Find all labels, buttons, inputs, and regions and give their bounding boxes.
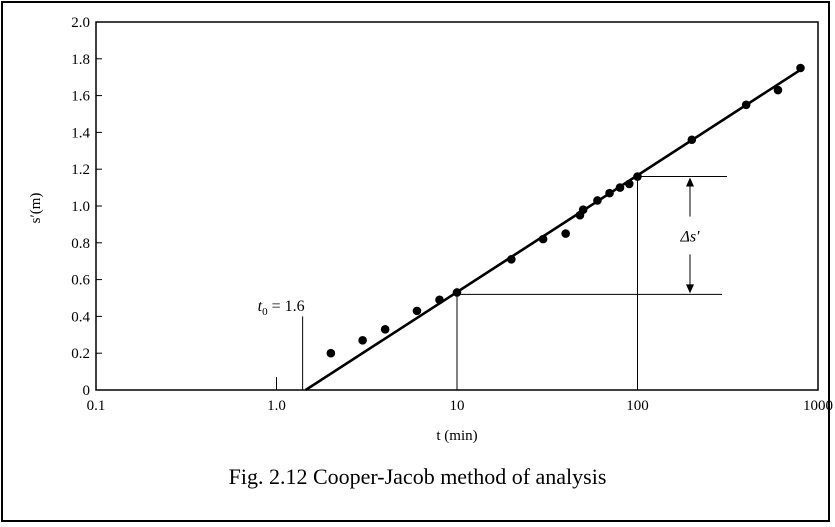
data-point: [741, 100, 751, 110]
x-tick-label: 1.0: [267, 398, 286, 414]
data-point: [561, 229, 570, 238]
data-point: [435, 295, 444, 305]
data-point: [687, 135, 697, 145]
data-point: [578, 205, 588, 214]
data-point: [593, 196, 602, 205]
x-tick-label: 1000: [803, 398, 833, 414]
x-tick-label: 0.1: [87, 398, 106, 414]
data-points: [326, 63, 805, 358]
data-point: [326, 348, 336, 358]
y-tick-label: 0: [83, 383, 91, 399]
data-point: [507, 255, 516, 264]
annotations: t0 = 1.6 Δs′: [258, 176, 727, 390]
x-tick-label: 10: [450, 398, 465, 414]
data-point: [624, 179, 634, 189]
data-point: [380, 324, 390, 334]
data-point: [796, 63, 805, 73]
data-point: [452, 288, 462, 297]
y-tick-label: 1.8: [71, 52, 90, 68]
y-tick-label: 0.4: [71, 309, 90, 325]
data-point: [615, 183, 625, 192]
fit-line-group: [304, 68, 802, 392]
y-axis-label: s′(m): [28, 193, 44, 224]
data-point: [605, 188, 614, 198]
delta-arrowhead-down: [686, 284, 694, 294]
y-tick-label: 1.2: [71, 162, 90, 178]
data-point: [358, 336, 367, 345]
fit-line: [304, 68, 802, 392]
y-tick-label: 0.8: [71, 236, 90, 252]
y-tick-label: 0.2: [71, 346, 90, 362]
x-tick-label: 100: [626, 398, 649, 414]
y-tick-label: 1.4: [71, 125, 90, 141]
axis-ticks: 0 0.2 0.4 0.6 0.8 1.0 1.2 1.4 1.6 1.8 2.0 0.1 1.0 10 1…: [71, 15, 833, 414]
figure-caption: Fig. 2.12 Cooper-Jacob method of analysi…: [228, 464, 607, 489]
y-tick-label: 1.0: [71, 199, 90, 215]
y-tick-label: 2.0: [71, 15, 90, 31]
delta-s-label: Δs′: [679, 228, 700, 245]
data-point: [412, 306, 422, 316]
y-tick-label: 1.6: [71, 89, 90, 105]
data-point: [773, 85, 783, 95]
y-tick-label: 0.6: [71, 273, 90, 289]
delta-arrowhead-up: [686, 177, 694, 187]
x-axis-label: t (min): [436, 428, 477, 444]
data-point: [538, 234, 548, 244]
data-point: [633, 172, 642, 181]
t0-label: t0 = 1.6: [258, 298, 305, 318]
